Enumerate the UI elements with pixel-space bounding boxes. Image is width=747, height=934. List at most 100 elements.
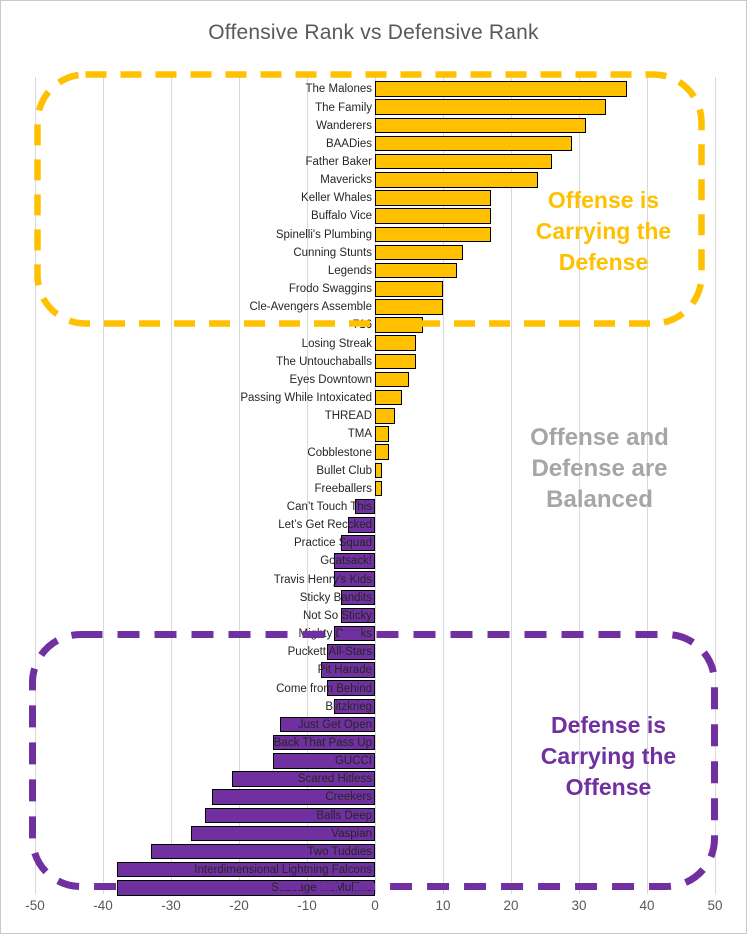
x-tick-label: -50 xyxy=(25,898,45,913)
bar-label: Losing Streak xyxy=(301,337,372,350)
chart-title: Offensive Rank vs Defensive Rank xyxy=(208,21,539,44)
bar xyxy=(354,498,375,515)
bar-label: Father Baker xyxy=(305,156,372,169)
bar xyxy=(375,81,627,97)
bar-label: GUCCI xyxy=(334,755,372,768)
bar xyxy=(375,208,491,224)
bar-label: The Malones xyxy=(305,83,372,96)
annotation-line: Defense are xyxy=(531,455,668,482)
bar xyxy=(375,317,423,333)
gridline xyxy=(102,77,104,894)
gridline xyxy=(34,77,36,894)
bar-label: Keller Whales xyxy=(301,192,372,205)
annotation-defense-carrying: Defense is Carrying the Offense xyxy=(506,710,711,803)
bar-label: Frodo Swaggins xyxy=(288,283,372,296)
bar xyxy=(375,426,389,442)
bar-label: Practice Squad xyxy=(294,537,372,550)
gridline xyxy=(578,77,580,894)
bar-label: Freeballers xyxy=(314,482,372,495)
bar-label: Come from Behind xyxy=(276,682,372,695)
bar-label: Goatsack! xyxy=(320,555,372,568)
bar-label: Mighty Drunks xyxy=(298,628,373,641)
bar xyxy=(375,99,607,115)
bar xyxy=(334,553,375,569)
bar xyxy=(341,607,375,624)
x-tick-label: 20 xyxy=(503,898,519,913)
x-tick-label: 10 xyxy=(435,898,451,913)
bar-label: Cle-Avengers Assemble xyxy=(249,301,372,314)
gridline xyxy=(238,77,240,894)
bar-label: Scared Hitless xyxy=(297,773,372,786)
bar-label: Back That Pass Up xyxy=(273,736,372,749)
bar xyxy=(341,589,375,606)
bar-label: Let’s Get Reccked xyxy=(278,519,372,532)
bar xyxy=(375,444,389,460)
gridline xyxy=(170,77,172,894)
x-tick-label: 0 xyxy=(371,898,379,913)
bar-label: Interdimensional Lightning Falcons xyxy=(194,864,372,877)
bar-label: BAADies xyxy=(325,137,372,150)
gridline xyxy=(442,77,444,894)
bar xyxy=(375,153,552,170)
bar xyxy=(375,190,491,206)
annotation-line: Offense is xyxy=(547,187,660,213)
bar-label: Blitzkrieg xyxy=(325,700,372,713)
bar-label: Sausage McMuffins xyxy=(271,882,372,895)
annotation-line: Defense is xyxy=(550,712,667,738)
annotation-balanced: Offense and Defense are Balanced xyxy=(497,422,702,515)
bar xyxy=(375,117,586,134)
x-tick-label: -20 xyxy=(229,898,249,913)
bar-label: Bullet Club xyxy=(316,464,372,477)
bar xyxy=(375,371,409,388)
bar-label: TMA xyxy=(347,428,372,441)
bar xyxy=(375,335,416,351)
bar-label: Vaspian xyxy=(331,827,372,840)
x-tick-label: -10 xyxy=(297,898,317,913)
bar-label: Buffalo Vice xyxy=(311,210,372,223)
bar-label: Two Tuddies xyxy=(307,845,372,858)
x-tick-label: -40 xyxy=(93,898,113,913)
x-tick-label: 40 xyxy=(639,898,655,913)
bar-label: Legends xyxy=(327,264,372,277)
bar xyxy=(375,389,403,406)
x-tick-label: 30 xyxy=(571,898,587,913)
bar xyxy=(375,135,573,152)
bar-label: Mavericks xyxy=(320,174,372,187)
annotation-line: Carrying the xyxy=(540,743,677,769)
gridline xyxy=(646,77,648,894)
bar-label: Pit Harade xyxy=(317,664,372,677)
bar-label: Sticky Bandits xyxy=(299,591,372,604)
x-tick-label: 50 xyxy=(707,898,723,913)
gridline xyxy=(714,77,716,894)
bar xyxy=(347,517,375,533)
annotation-offense-carrying: Offense is Carrying the Defense xyxy=(501,185,706,278)
annotation-line: Balanced xyxy=(546,486,653,513)
gridline xyxy=(510,77,512,894)
gridline xyxy=(306,77,308,894)
bar-label: Cunning Stunts xyxy=(293,246,372,259)
bar-label: The Untouchaballs xyxy=(276,355,372,368)
bar xyxy=(375,480,382,497)
annotation-line: Offense xyxy=(565,774,652,800)
annotation-line: Defense xyxy=(558,249,649,275)
annotation-line: Offense and xyxy=(530,424,669,451)
bar-label: Travis Henry's Kids xyxy=(273,573,372,586)
bar-label: Just Get Open xyxy=(297,718,372,731)
bar-label: Cobblestone xyxy=(307,446,372,459)
annotation-line: Carrying the xyxy=(535,218,672,244)
bar xyxy=(341,535,375,551)
bar-label: Passing While Intoxicated xyxy=(240,392,372,405)
x-tick-label: -30 xyxy=(161,898,181,913)
bar-label: Creekers xyxy=(325,791,372,804)
bar-label: Balls Deep xyxy=(316,809,372,822)
bar-label: Eyes Downtown xyxy=(289,373,372,386)
bar-label: The Family xyxy=(315,101,372,114)
bar xyxy=(375,244,464,261)
bar-label: Spinelli's Plumbing xyxy=(275,228,372,241)
bar xyxy=(375,281,443,297)
bar xyxy=(375,262,457,279)
bar xyxy=(375,226,491,243)
bar xyxy=(375,353,416,370)
bar-label: Puckett All-Stars xyxy=(287,646,372,659)
